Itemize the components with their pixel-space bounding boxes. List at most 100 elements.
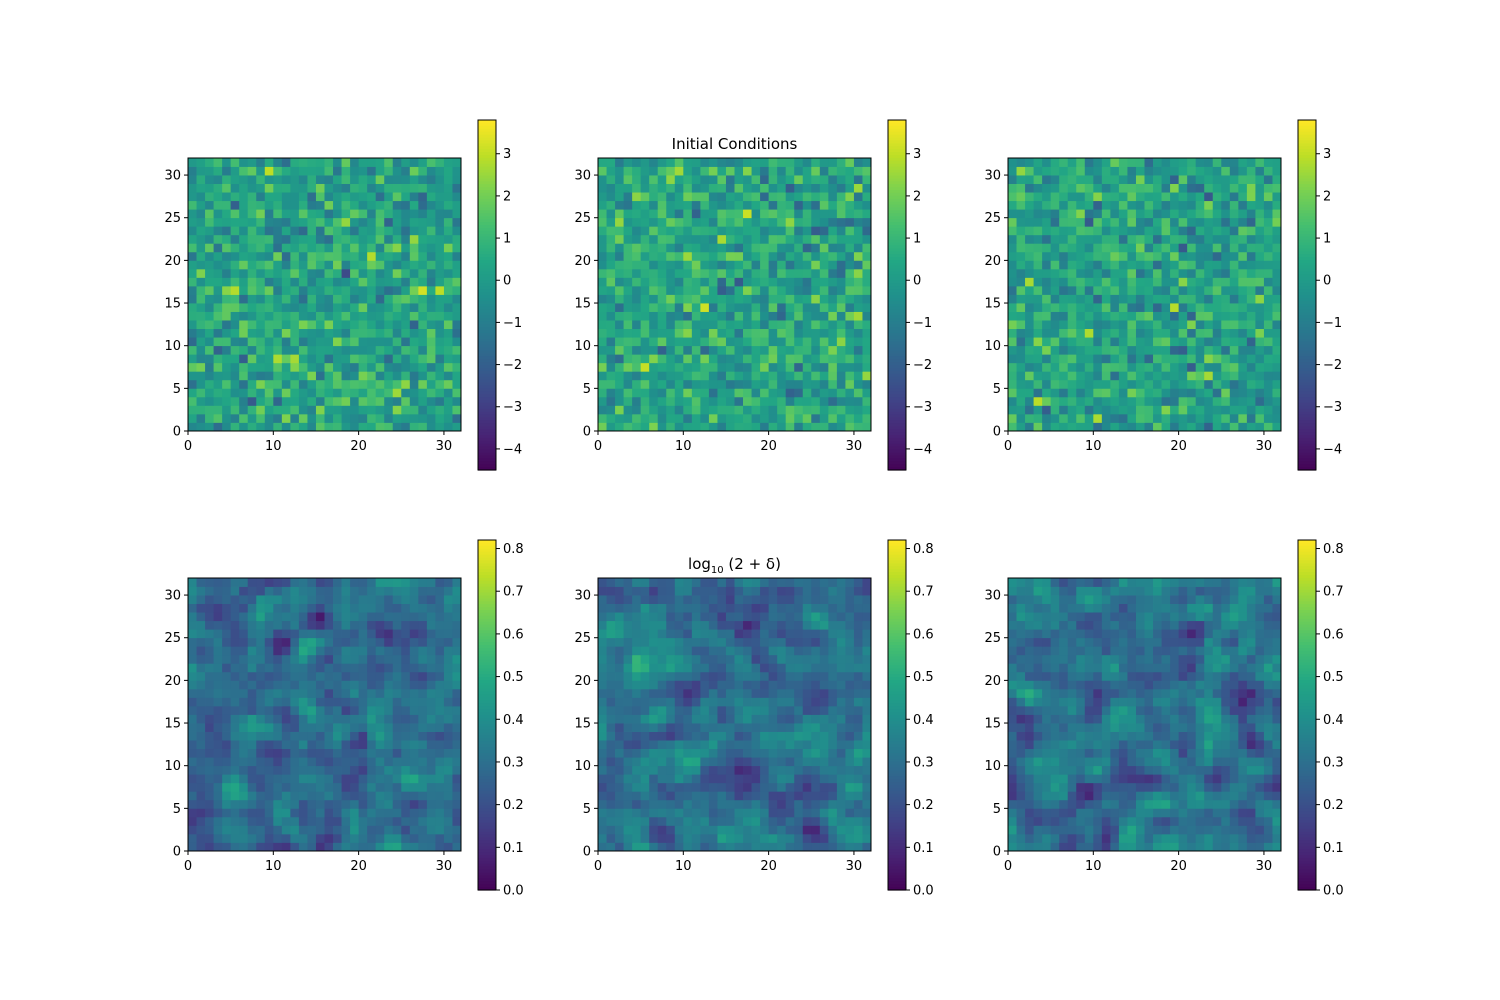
colorbar-segment	[1298, 303, 1316, 308]
heatmap-cell	[1025, 422, 1034, 432]
heatmap-cell	[247, 603, 257, 613]
heatmap-cell	[1093, 260, 1103, 270]
heatmap-cell	[367, 354, 377, 364]
colorbar-segment	[478, 376, 496, 381]
heatmap-cell	[1067, 260, 1077, 270]
colorbar-segment	[478, 379, 496, 384]
heatmap-cell	[196, 209, 206, 219]
heatmap-cell	[725, 337, 735, 347]
heatmap-cell	[401, 697, 411, 707]
heatmap-cell	[401, 842, 411, 852]
heatmap-cell	[751, 825, 761, 835]
heatmap-cell	[443, 637, 453, 647]
heatmap-cell	[708, 842, 718, 852]
heatmap-cell	[324, 654, 334, 664]
heatmap-cell	[409, 303, 419, 312]
heatmap-cell	[828, 842, 838, 852]
heatmap-cell	[409, 277, 419, 287]
heatmap-cell	[392, 808, 402, 818]
heatmap-cell	[1110, 405, 1120, 415]
heatmap-cell	[811, 192, 821, 202]
heatmap-cell	[435, 765, 445, 775]
heatmap-cell	[632, 303, 642, 312]
colorbar-segment	[478, 805, 496, 809]
heatmap-cell	[598, 371, 607, 381]
heatmap-cell	[315, 833, 325, 843]
heatmap-cell	[196, 774, 206, 784]
heatmap-cell	[1212, 294, 1222, 304]
heatmap-cell	[1272, 422, 1282, 432]
heatmap-cell	[350, 671, 360, 681]
heatmap-cell	[196, 345, 206, 355]
heatmap-cell	[853, 192, 863, 202]
heatmap-cell	[691, 816, 701, 826]
heatmap-cell	[426, 226, 436, 236]
heatmap-cell	[256, 757, 266, 767]
heatmap-cell	[401, 294, 411, 304]
heatmap-cell	[435, 251, 445, 261]
heatmap-cell	[273, 612, 283, 622]
heatmap-cell	[315, 251, 325, 261]
heatmap-cell	[700, 388, 710, 398]
heatmap-cell	[418, 217, 428, 227]
heatmap-cell	[426, 654, 436, 664]
heatmap-cell	[375, 629, 385, 639]
heatmap-cell	[375, 646, 385, 656]
heatmap-cell	[264, 379, 274, 389]
heatmap-cells	[188, 158, 462, 432]
colorbar-segment	[1298, 321, 1316, 325]
heatmap-cell	[341, 226, 351, 236]
heatmap-cell	[1255, 303, 1265, 312]
heatmap-cell	[1008, 209, 1017, 219]
heatmap-cell	[691, 833, 701, 843]
heatmap-cell	[281, 294, 291, 304]
heatmap-cell	[213, 175, 223, 184]
heatmap-cell	[290, 629, 300, 639]
heatmap-cell	[426, 825, 436, 835]
heatmap-cell	[358, 209, 368, 219]
heatmap-cell	[649, 209, 659, 219]
heatmap-cell	[751, 260, 761, 270]
heatmap-cell	[384, 629, 394, 639]
heatmap-cell	[598, 337, 607, 347]
heatmap-cell	[307, 842, 317, 852]
heatmap-cell	[418, 379, 428, 389]
heatmap-cell	[819, 234, 829, 244]
heatmap-cell	[290, 217, 300, 227]
heatmap-cell	[426, 603, 436, 613]
heatmap-cell	[264, 200, 274, 210]
heatmap-cell	[691, 192, 701, 202]
heatmap-cell	[1025, 345, 1034, 355]
heatmap-cell	[384, 371, 394, 381]
heatmap-cell	[811, 413, 821, 423]
heatmap-cell	[768, 303, 778, 312]
colorbar-segment	[1298, 152, 1316, 156]
heatmap-cell	[1195, 158, 1205, 167]
colorbar-segment	[478, 367, 496, 372]
colorbar-segment	[888, 440, 906, 445]
heatmap-cell	[358, 723, 368, 732]
heatmap-cell	[443, 166, 453, 176]
colorbar-segment	[478, 706, 496, 710]
heatmap-cell	[657, 243, 667, 253]
colorbar-segment	[478, 330, 496, 334]
heatmap-cell	[760, 209, 770, 219]
colorbar-segment	[888, 318, 906, 322]
heatmap-cell	[247, 791, 257, 801]
heatmap-cell	[598, 303, 607, 312]
heatmap-cell	[785, 405, 795, 415]
heatmap-cell	[1238, 422, 1248, 432]
heatmap-cell	[298, 243, 308, 253]
heatmap-cell	[734, 243, 744, 253]
heatmap-cell	[298, 362, 308, 372]
heatmap-cell	[426, 791, 436, 801]
colorbar-segment	[888, 213, 906, 217]
heatmap-cell	[315, 413, 325, 423]
heatmap-cell	[324, 637, 334, 647]
colorbar-segment	[1298, 318, 1316, 322]
heatmap-cell	[273, 714, 283, 724]
heatmap-cell	[230, 158, 240, 167]
heatmap-cell	[1076, 268, 1086, 278]
heatmap-cell	[1016, 311, 1026, 321]
heatmap-cell	[717, 782, 727, 792]
